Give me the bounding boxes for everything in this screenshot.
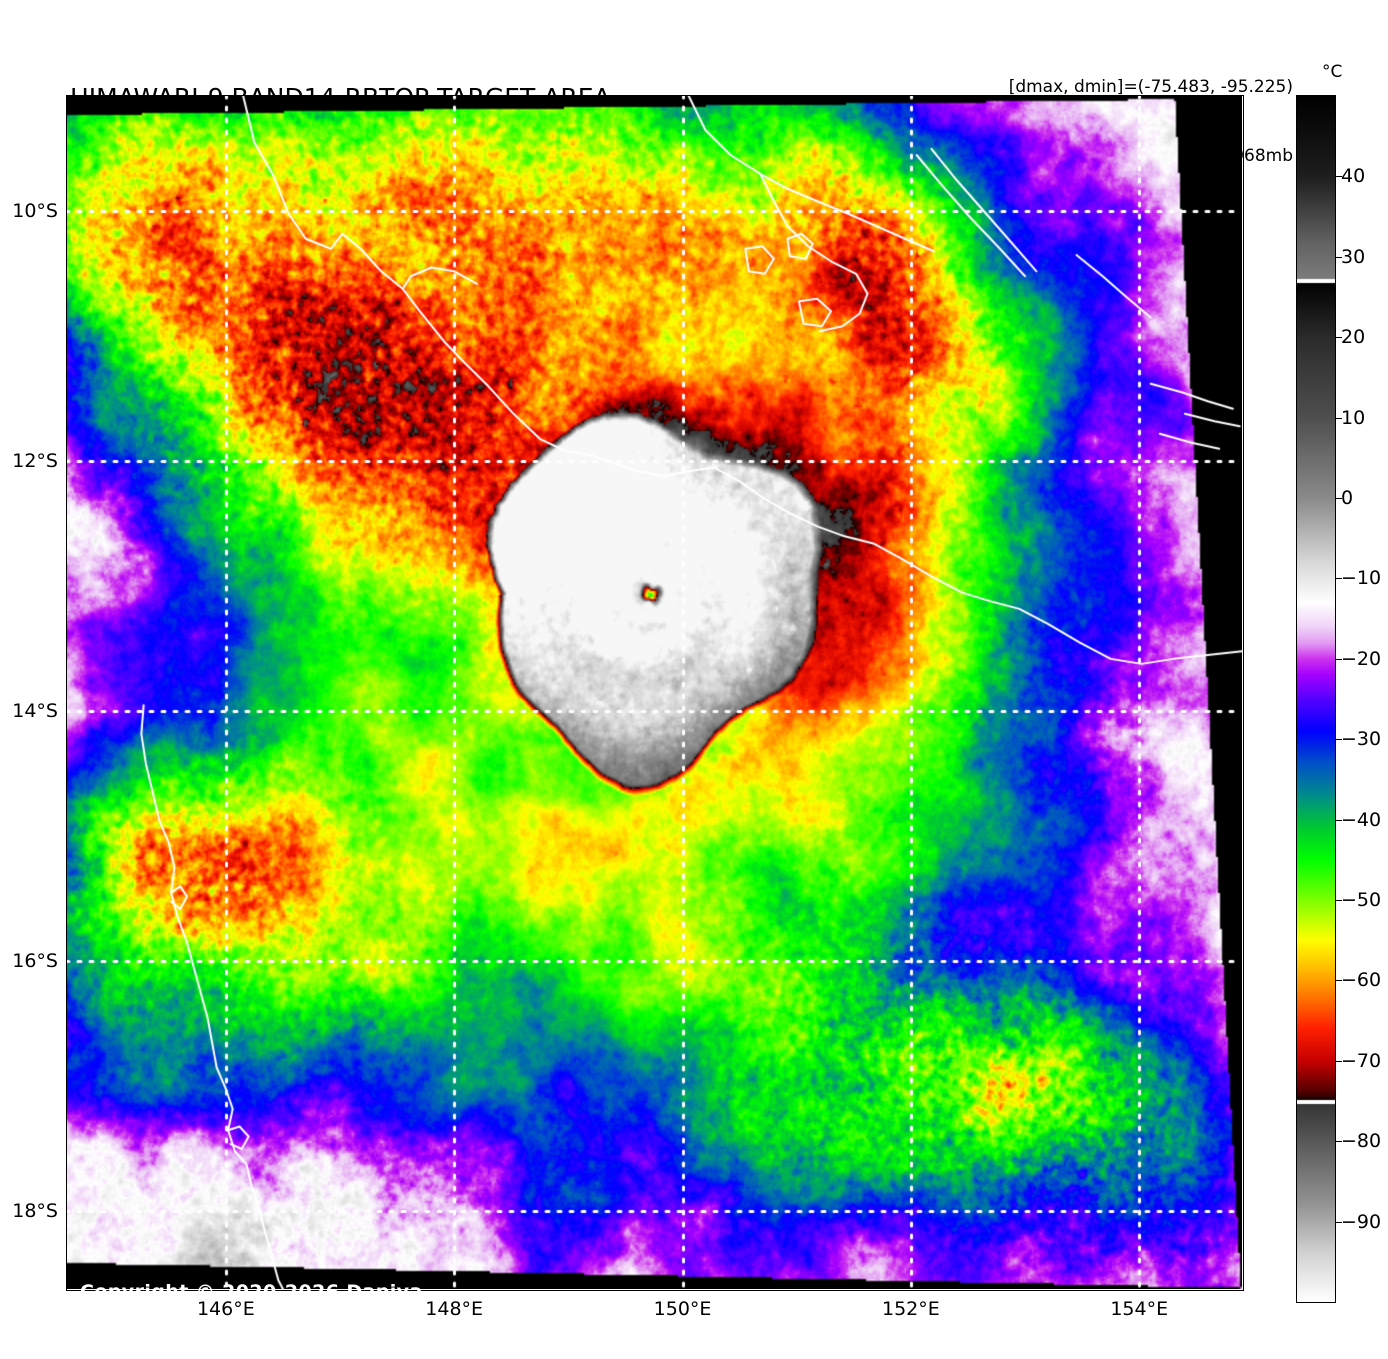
colorbar-tick-4: 0 [1341,487,1354,509]
colorbar-tick-mark-6 [1335,659,1342,660]
colorbar-tick-mark-0 [1335,176,1342,177]
colorbar-tick-mark-3 [1335,418,1342,419]
lat-tick-2: 14°S [12,700,58,723]
colorbar-tick-10: −60 [1341,969,1382,992]
lat-tick-0: 10°S [12,200,58,223]
lon-tick-4: 154°E [1110,1298,1169,1320]
satellite-infrared-raster [66,95,1242,1289]
colorbar-tick-1: 30 [1341,245,1366,268]
colorbar-tick-mark-10 [1335,980,1342,981]
lat-tick-1: 12°S [12,450,58,473]
colorbar-tick-mark-8 [1335,820,1342,821]
colorbar-tick-6: −20 [1341,647,1382,670]
colorbar-tick-mark-2 [1335,337,1342,338]
lon-tick-2: 150°E [653,1298,712,1320]
colorbar-tick-0: 40 [1341,165,1366,188]
lon-tick-1: 148°E [425,1298,484,1320]
temperature-colorbar[interactable] [1297,96,1335,1302]
lon-tick-3: 152°E [882,1298,940,1320]
colorbar-tick-mark-5 [1335,578,1342,579]
colorbar-tick-9: −50 [1341,889,1382,911]
colorbar-gradient [1297,96,1335,1302]
colorbar-tick-mark-1 [1335,257,1342,258]
colorbar-tick-5: −10 [1341,567,1382,590]
colorbar-tick-2: 20 [1341,326,1366,349]
colorbar-tick-mark-4 [1335,498,1342,499]
colorbar-unit-label: °C [1322,62,1343,82]
colorbar-tick-13: −90 [1341,1210,1382,1233]
colorbar-tick-7: −30 [1341,728,1382,751]
dmax-dmin-annotation: [dmax, dmin]=(-75.483, -95.225) [1008,76,1293,97]
colorbar-tick-mark-13 [1335,1222,1342,1223]
colorbar-tick-mark-9 [1335,900,1342,901]
colorbar-tick-11: −70 [1341,1049,1382,1072]
copyright-label: Copyright © 2020-2026 Dapiya [80,1281,423,1303]
colorbar-tick-3: 10 [1341,406,1366,429]
colorbar-tick-mark-12 [1335,1141,1342,1142]
satellite-image-panel[interactable] [66,95,1242,1289]
colorbar-tick-mark-11 [1335,1061,1342,1062]
colorbar-tick-12: −80 [1341,1130,1382,1153]
colorbar-tick-mark-7 [1335,739,1342,740]
lat-tick-4: 18°S [12,1200,58,1223]
colorbar-tick-8: −40 [1341,808,1382,831]
lon-tick-0: 146°E [196,1298,255,1320]
lat-tick-3: 16°S [12,950,58,973]
